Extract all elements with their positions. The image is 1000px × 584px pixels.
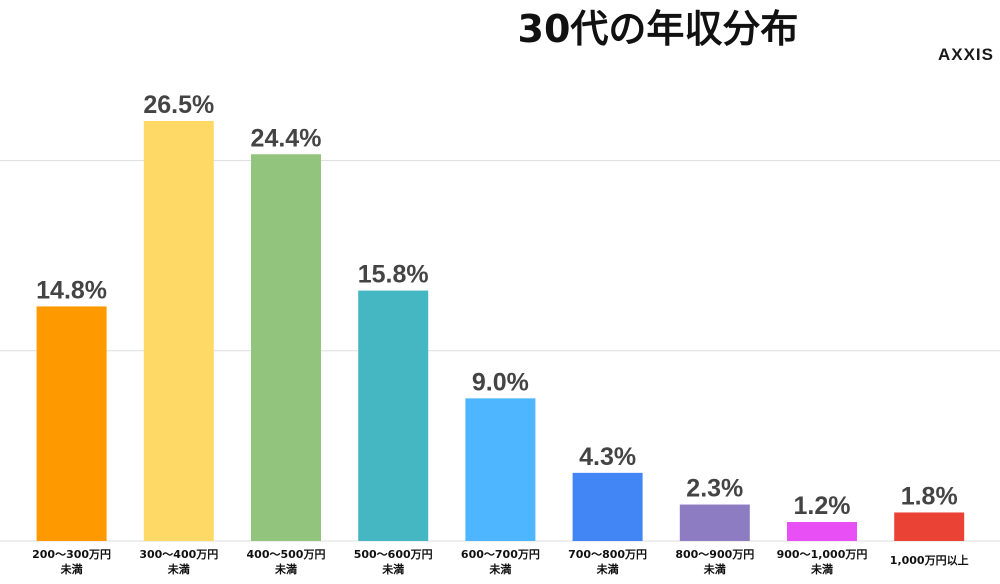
tick-label-line: 800〜900万円: [675, 548, 754, 561]
tick-label: 700〜800万円未満: [568, 548, 647, 576]
tick-label-line: 未満: [810, 562, 833, 576]
tick-label-line: 300〜400万円: [139, 548, 218, 561]
data-label: 9.0%: [472, 368, 529, 396]
tick-label-line: 未満: [381, 562, 404, 576]
tick-label-line: 700〜800万円: [568, 548, 647, 561]
bar: [679, 504, 750, 541]
tick-label: 1,000万円以上: [890, 553, 969, 567]
data-label: 26.5%: [143, 91, 214, 119]
data-label: 2.3%: [686, 475, 743, 503]
data-label: 24.4%: [251, 124, 322, 152]
tick-label-line: 未満: [274, 562, 297, 576]
chart-title: 30代の年収分布: [518, 7, 799, 51]
tick-label-line: 1,000万円以上: [890, 553, 969, 567]
data-label: 14.8%: [36, 276, 107, 304]
bar: [465, 398, 536, 541]
tick-label-line: 未満: [703, 562, 726, 576]
tick-label-line: 600〜700万円: [461, 548, 540, 561]
bar: [36, 306, 107, 541]
category-labels: 200〜300万円未満300〜400万円未満400〜500万円未満500〜600…: [32, 548, 968, 576]
tick-label: 300〜400万円未満: [139, 548, 218, 576]
bar: [358, 290, 429, 541]
brand-logo: AXXIS: [938, 45, 994, 64]
tick-label-line: 500〜600万円: [354, 548, 433, 561]
bar: [894, 512, 965, 541]
bar: [251, 154, 321, 541]
tick-label-line: 未満: [60, 562, 83, 576]
tick-label: 800〜900万円未満: [675, 548, 754, 576]
data-label: 4.3%: [579, 443, 636, 471]
bar: [143, 120, 214, 541]
tick-label: 600〜700万円未満: [461, 548, 540, 576]
data-label: 1.8%: [901, 482, 958, 510]
tick-label-line: 200〜300万円: [32, 548, 111, 561]
data-label: 15.8%: [358, 261, 429, 289]
tick-label-line: 900〜1,000万円: [777, 548, 868, 561]
tick-label-line: 400〜500万円: [247, 548, 326, 561]
tick-label: 400〜500万円未満: [247, 548, 326, 576]
bar: [572, 472, 643, 541]
tick-label: 200〜300万円未満: [32, 548, 111, 576]
data-label: 1.2%: [794, 492, 851, 520]
bar: [787, 521, 857, 541]
bars: [36, 120, 965, 541]
tick-label: 500〜600万円未満: [354, 548, 433, 576]
tick-label: 900〜1,000万円未満: [777, 548, 868, 576]
tick-label-line: 未満: [167, 562, 190, 576]
tick-label-line: 未満: [488, 562, 511, 576]
value-labels: 14.8% 26.5% 24.4% 15.8% 9.0% 4.3% 2.3% 1.2% 1.8%: [36, 91, 958, 520]
tick-label-line: 未満: [596, 562, 619, 576]
